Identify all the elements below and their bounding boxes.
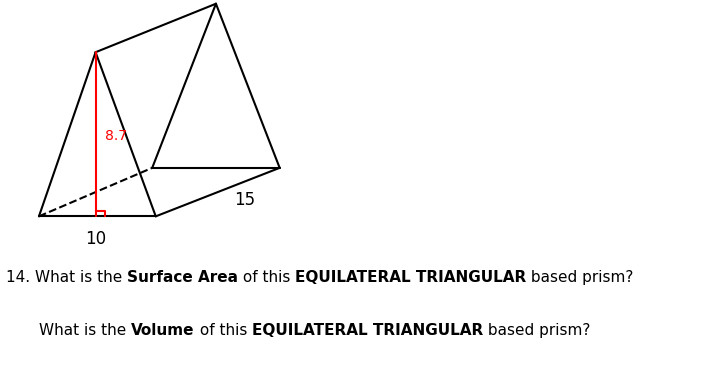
Text: 10: 10 <box>85 230 106 248</box>
Text: of this: of this <box>238 270 295 285</box>
Text: 14. What is the: 14. What is the <box>6 270 127 285</box>
Text: What is the: What is the <box>39 323 131 338</box>
Text: Volume: Volume <box>131 323 195 338</box>
Text: EQUILATERAL TRIANGULAR: EQUILATERAL TRIANGULAR <box>295 270 526 285</box>
Text: of this: of this <box>195 323 252 338</box>
Text: based prism?: based prism? <box>483 323 590 338</box>
Text: EQUILATERAL TRIANGULAR: EQUILATERAL TRIANGULAR <box>252 323 483 338</box>
Text: 8.7: 8.7 <box>105 129 127 143</box>
Text: 15: 15 <box>234 191 255 209</box>
Text: based prism?: based prism? <box>526 270 634 285</box>
Text: Surface Area: Surface Area <box>127 270 238 285</box>
